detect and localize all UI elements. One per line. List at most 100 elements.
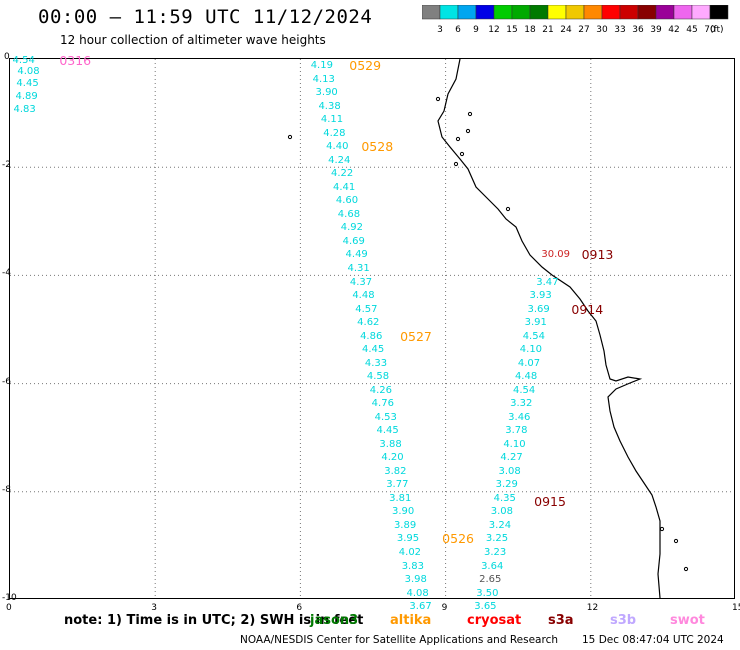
wave-height-value: 4.31 [347,262,370,274]
pass-time-label: 0527 [400,328,432,344]
legend-label: 3 [437,25,443,35]
wave-height-value: 4.54 [513,384,536,396]
legend-swatch [601,4,621,20]
wave-height-value: 3.46 [508,411,531,423]
wave-height-value: 4.48 [352,290,375,302]
satellite-cryosat: cryosat [467,613,522,628]
wave-height-value: 4.33 [364,357,388,369]
satellite-jason3: jason3 [310,613,359,628]
wave-height-value: 4.45 [362,344,385,356]
wave-height-value: 4.89 [15,90,38,102]
legend-swatch [691,4,711,20]
y-tick-label: 0 [4,52,10,62]
wave-height-value: 4.10 [519,344,543,356]
legend-swatch [493,4,513,20]
wave-height-value: 4.68 [337,208,361,220]
pass-time-label: 0913 [581,247,614,263]
wave-height-value: 4.20 [381,452,404,464]
pass-time-label: 0528 [361,139,394,155]
island [453,161,459,167]
map-canvas [10,59,734,598]
color-legend: 3 6 9 12 15 18 21 24 27 30 33 36 39 42 45 70 (ft) [421,4,732,39]
legend-swatch [547,4,567,20]
wave-height-value: 4.26 [369,384,392,396]
y-tick-label: -2 [2,160,11,171]
wave-height-value: 3.82 [384,465,407,477]
wave-height-value: 4.83 [13,103,36,115]
x-tick-label: 6 [296,603,303,613]
legend-swatch [439,4,459,20]
legend-label: 70 [704,25,716,35]
wave-height-value: 4.57 [355,303,378,315]
island [287,134,293,140]
wave-height-value: 4.27 [500,452,523,464]
wave-height-value: 3.88 [379,438,402,450]
wave-height-value: 4.49 [345,249,368,261]
legend-unit: (ft) [710,25,724,35]
map-plot-area [9,58,735,599]
wave-height-value: 3.91 [524,317,547,329]
legend-label: 9 [473,25,479,35]
wave-height-value: 3.47 [536,276,559,288]
legend-swatch [565,4,585,20]
island [459,151,465,157]
wave-height-value: 4.54 [522,330,545,342]
legend-label: 24 [560,25,572,35]
island [505,206,511,212]
wave-height-value: 4.08 [17,65,40,77]
page-subtitle: 12 hour collection of altimeter wave hei… [60,33,326,47]
pass-time-label: 0316 [59,52,92,68]
legend-swatch [673,4,693,20]
wave-height-value: 4.53 [374,411,397,423]
wave-height-value: 3.89 [393,519,417,531]
island [683,566,689,572]
x-tick-label: 3 [151,603,157,613]
legend-label: 18 [524,25,536,35]
wave-height-value: 4.22 [331,168,354,180]
x-tick-label: 9 [441,603,448,613]
legend-swatch [637,4,657,20]
legend-label: 33 [614,25,625,35]
legend-label: 42 [668,25,679,35]
legend-swatch [529,4,549,20]
legend-swatch [457,4,477,20]
satellite-s3b: s3b [610,613,637,628]
island [465,128,471,134]
legend-swatch [511,4,531,20]
legend-swatch [475,4,495,20]
island [455,136,461,142]
wave-height-value: 3.08 [490,506,513,518]
wave-height-value: 3.32 [510,398,533,410]
wave-height-value: 3.83 [401,560,424,572]
coastline [437,59,661,598]
wave-height-value: 3.50 [476,587,499,599]
wave-height-value: 3.95 [396,533,420,545]
island [673,538,679,544]
wave-height-value-high: 30.09 [541,249,571,261]
wave-height-value: 3.90 [315,87,338,99]
footnote: note: 1) Time is in UTC; 2) SWH is in fe… [64,613,364,628]
pass-time-label: 0529 [349,58,382,74]
wave-height-value: 4.38 [318,100,341,112]
y-tick-label: -10 [2,593,17,603]
wave-height-value: 4.92 [340,222,363,234]
wave-height-value: 3.81 [389,492,412,504]
wave-height-value: 3.08 [498,465,521,477]
wave-height-value: 4.28 [323,127,346,139]
legend-label: 27 [578,25,589,35]
legend-swatch [421,4,441,20]
wave-height-value: 3.67 [409,601,432,613]
wave-height-value: 4.41 [332,181,356,193]
legend-swatch [709,4,729,20]
wave-height-value: 4.40 [326,141,349,153]
wave-height-value: 4.13 [312,73,335,85]
wave-height-value: 4.54 [12,54,35,66]
wave-height-value: 3.98 [404,574,427,586]
y-tick-label: -6 [2,376,11,387]
legend-label: 21 [542,25,553,35]
wave-height-value: 4.86 [360,330,383,342]
wave-height-value: 3.23 [483,547,507,558]
wave-height-value: 4.45 [376,425,399,437]
wave-height-value: 3.29 [495,479,518,491]
satellite-s3a: s3a [548,613,574,628]
